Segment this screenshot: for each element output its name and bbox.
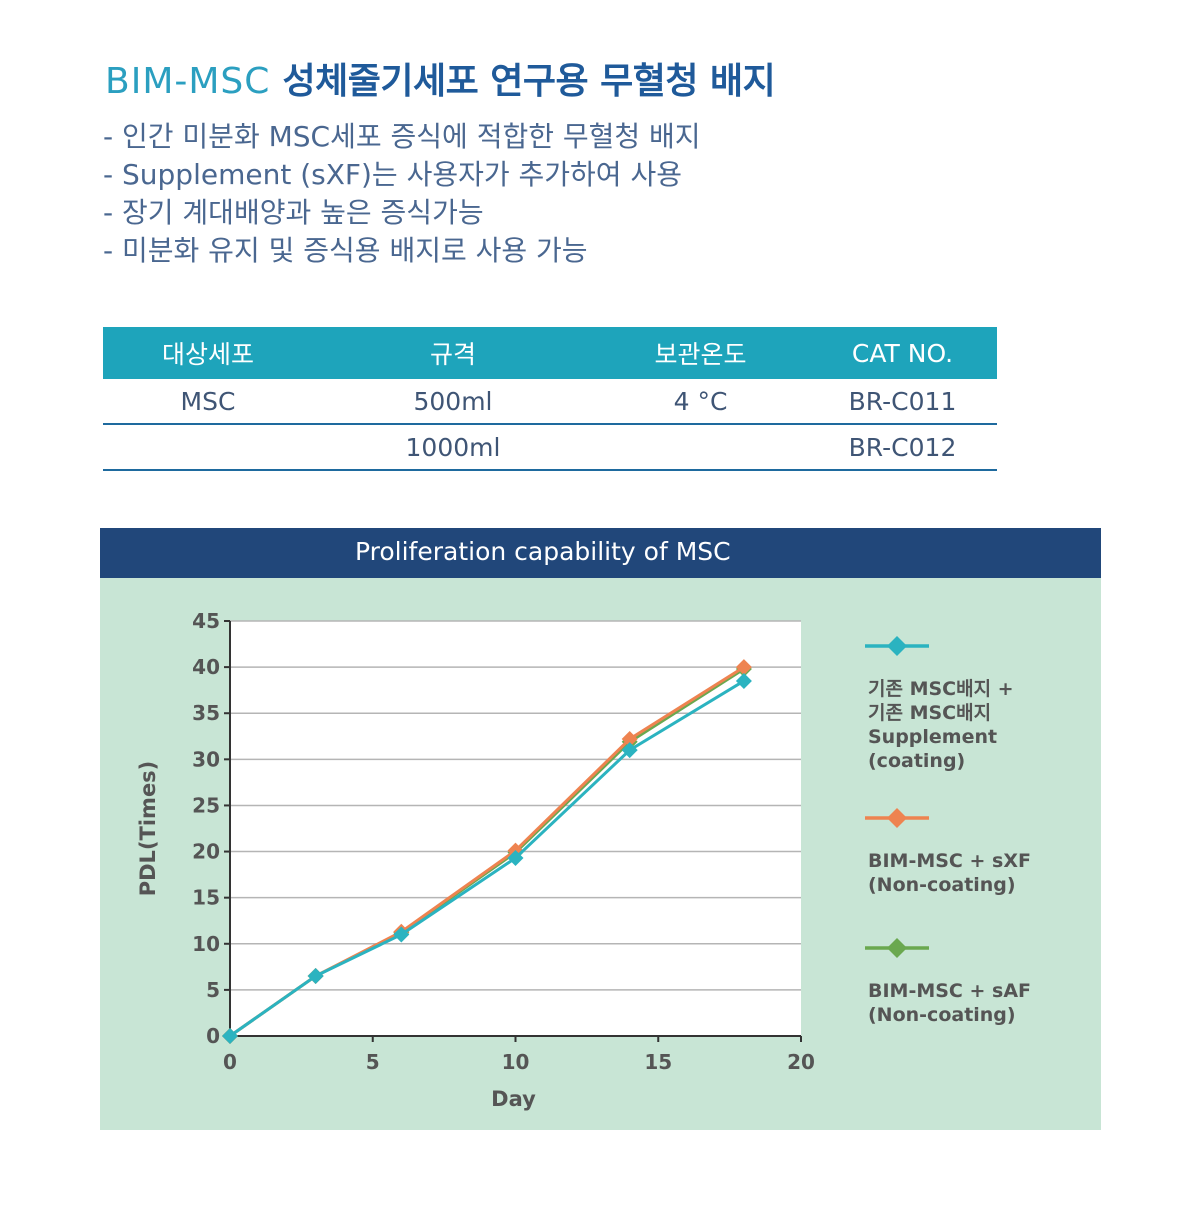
column-header-storage-temp: 보관온도: [593, 327, 808, 379]
y-tick-label: 45: [192, 609, 220, 633]
column-header-cell-type: 대상세포: [103, 327, 313, 379]
series-line-1: [229, 679, 745, 1038]
legend-label: BIM-MSC + sAF: [868, 980, 1031, 1002]
y-tick-label: 25: [192, 793, 220, 817]
feature-list: - 인간 미분화 MSC세포 증식에 적합한 무혈청 배지 - Suppleme…: [103, 118, 701, 270]
page-title: BIM-MSC 성체줄기세포 연구용 무혈청 배지: [105, 52, 776, 104]
table-header-row: 대상세포 규격 보관온도 CAT NO.: [103, 327, 997, 379]
data-point-series-1: [621, 742, 638, 759]
column-header-size: 규격: [313, 327, 593, 379]
column-header-cat-no: CAT NO.: [808, 327, 997, 379]
table-cell: 500ml: [313, 379, 593, 425]
chart-panel: 0 5 10 15 20 25 30 35 40 45 0 5 10 15 20 Day PDL(Times) 기…: [100, 528, 1101, 1130]
y-tick-label: 10: [192, 932, 220, 956]
proliferation-chart: 0 5 10 15 20 25 30 35 40 45 0 5 10 15 20 Day PDL(Times) 기…: [136, 609, 1031, 1111]
legend-label: (Non-coating): [868, 874, 1016, 896]
legend-label: Supplement: [868, 726, 997, 748]
legend-label: (Non-coating): [868, 1004, 1016, 1026]
table-cell: BR-C011: [808, 379, 997, 425]
feature-item: - 미분화 유지 및 증식용 배지로 사용 가능: [103, 234, 588, 267]
data-point-series-1: [735, 672, 752, 689]
table-cell: [593, 424, 808, 471]
y-axis-title: PDL(Times): [136, 761, 160, 897]
legend-label: 기존 MSC배지 +: [868, 678, 1014, 700]
y-tick-label: 35: [192, 701, 220, 725]
legend-marker-1: [887, 636, 907, 656]
table-cell: 1000ml: [313, 424, 593, 471]
y-tick-label: 20: [192, 840, 220, 864]
x-tick-label: 20: [787, 1050, 815, 1074]
data-point-series-2: [735, 659, 752, 676]
title-text: 성체줄기세포 연구용 무혈청 배지: [282, 61, 776, 102]
table-row: MSC 500ml 4 °C BR-C011: [103, 379, 997, 425]
x-tick-label: 0: [223, 1050, 237, 1074]
feature-item: - Supplement (sXF)는 사용자가 추가하여 사용: [103, 158, 682, 191]
data-point-series-1: [222, 1028, 238, 1044]
spec-table: 대상세포 규격 보관온도 CAT NO. MSC 500ml 4 °C BR-C…: [103, 327, 997, 471]
table-cell: 4 °C: [593, 379, 808, 425]
legend-marker-2: [887, 808, 907, 828]
x-tick-label: 10: [502, 1050, 530, 1074]
x-axis-title: Day: [491, 1087, 536, 1111]
x-tick-label: 5: [366, 1050, 380, 1074]
y-tick-label: 0: [206, 1024, 220, 1048]
legend-label: BIM-MSC + sXF: [868, 850, 1031, 872]
table-cell: BR-C012: [808, 424, 997, 471]
y-tick-label: 40: [192, 655, 220, 679]
y-tick-label: 30: [192, 747, 220, 771]
brand-name: BIM-MSC: [105, 61, 271, 102]
x-tick-label: 15: [644, 1050, 672, 1074]
chart-header-title: Proliferation capability of MSC: [355, 537, 731, 566]
data-point-series-1: [393, 926, 410, 943]
data-point-series-1: [307, 968, 324, 985]
table-row: 1000ml BR-C012: [103, 424, 997, 471]
table-cell: MSC: [103, 379, 313, 425]
table-cell: [103, 424, 313, 471]
feature-item: - 인간 미분화 MSC세포 증식에 적합한 무혈청 배지: [103, 120, 701, 153]
legend-label: 기존 MSC배지: [868, 702, 991, 724]
y-tick-label: 5: [206, 978, 220, 1002]
data-point-series-2: [621, 731, 638, 748]
legend-label: (coating): [868, 750, 965, 772]
y-tick-label: 15: [192, 886, 220, 910]
feature-item: - 장기 계대배양과 높은 증식가능: [103, 196, 484, 229]
legend-marker-3: [887, 938, 907, 958]
data-point-series-1: [507, 850, 524, 867]
chart-header-bar: Proliferation capability of MSC: [100, 528, 1101, 578]
